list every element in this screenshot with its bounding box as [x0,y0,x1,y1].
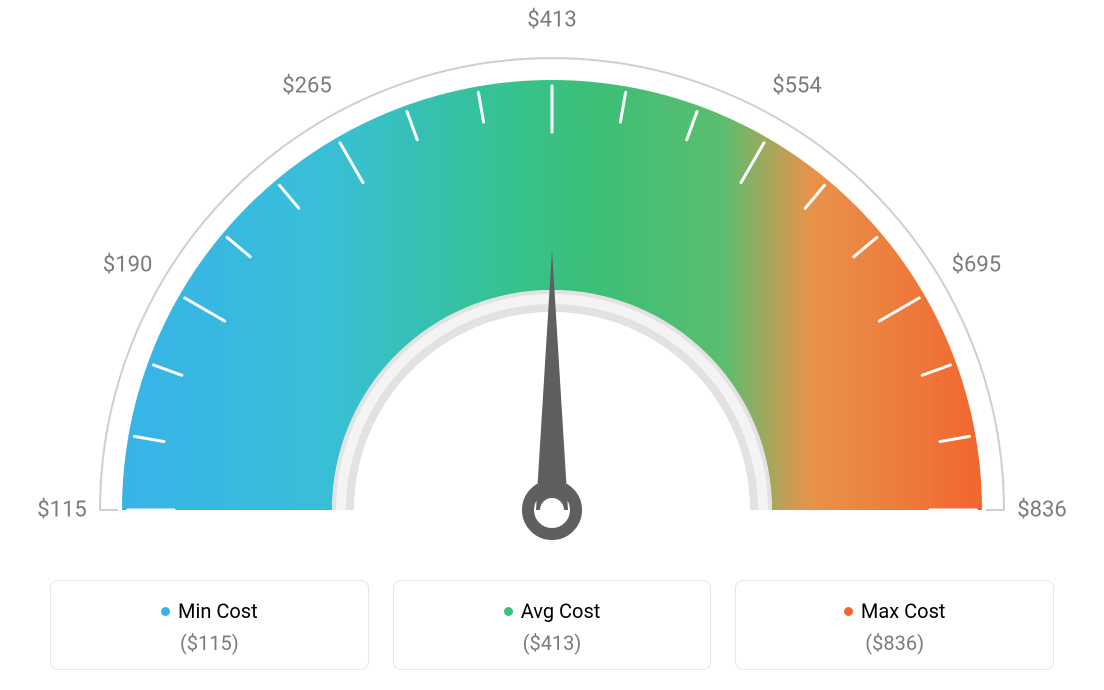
dot-icon [161,607,170,616]
legend-title-label: Avg Cost [521,599,601,623]
legend-title-label: Min Cost [178,599,258,623]
cost-gauge-chart: { "gauge": { "type": "gauge", "min_value… [0,0,1104,690]
tick-label: $554 [772,73,821,98]
legend-title-label: Max Cost [861,599,946,623]
legend-value-max: ($836) [746,631,1043,655]
tick-label: $695 [952,253,1001,278]
tick-label: $265 [282,73,331,98]
legend-title-min: Min Cost [161,599,258,623]
legend-card-avg: Avg Cost ($413) [393,580,712,670]
tick-label: $413 [527,8,576,33]
legend-row: Min Cost ($115) Avg Cost ($413) Max Cost… [50,580,1054,670]
tick-label: $190 [103,253,152,278]
tick-label: $836 [1017,498,1066,523]
tick-label: $115 [37,498,86,523]
legend-card-max: Max Cost ($836) [735,580,1054,670]
gauge-svg [0,0,1104,560]
legend-value-avg: ($413) [404,631,701,655]
gauge: $115 $190 $265 $413 $554 $695 $836 [0,0,1104,560]
legend-value-min: ($115) [61,631,358,655]
legend-title-max: Max Cost [844,599,946,623]
legend-title-avg: Avg Cost [504,599,601,623]
needle-hub-hole [540,498,564,522]
dot-icon [504,607,513,616]
dot-icon [844,607,853,616]
legend-card-min: Min Cost ($115) [50,580,369,670]
